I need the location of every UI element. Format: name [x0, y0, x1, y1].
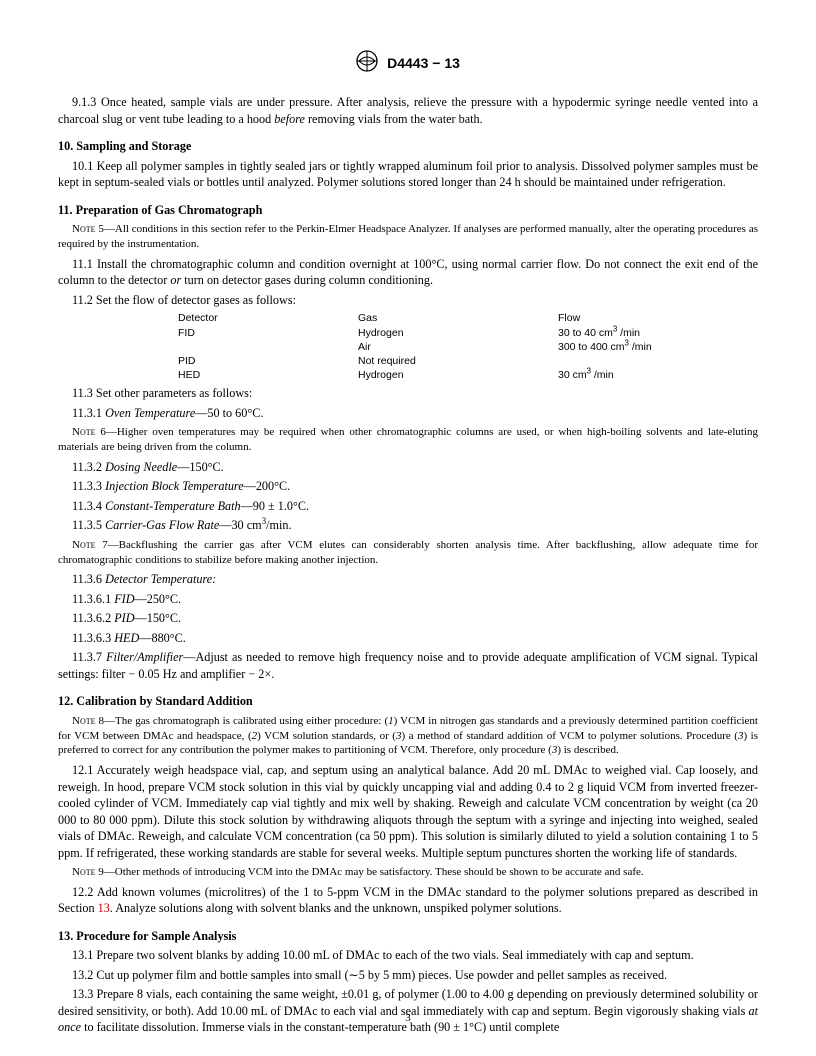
- page-header: D4443 − 13: [58, 50, 758, 76]
- para-11-3-4: 11.3.4 Constant-Temperature Bath—90 ± 1.…: [58, 498, 758, 514]
- table-row: Air 300 to 400 cm3 /min: [178, 340, 718, 354]
- para-9-1-3: 9.1.3 Once heated, sample vials are unde…: [58, 94, 758, 127]
- page: D4443 − 13 9.1.3 Once heated, sample via…: [0, 0, 816, 1056]
- note-6: Note 6—Higher oven temperatures may be r…: [58, 425, 758, 455]
- note-5: Note 5—All conditions in this section re…: [58, 222, 758, 252]
- note-8: Note 8—The gas chromatograph is calibrat…: [58, 714, 758, 759]
- para-11-1: 11.1 Install the chromatographic column …: [58, 256, 758, 289]
- table-row: FID Hydrogen 30 to 40 cm3 /min: [178, 326, 718, 340]
- section-12-head: 12. Calibration by Standard Addition: [58, 693, 758, 709]
- section-ref-link[interactable]: 13: [98, 901, 110, 915]
- para-11-3-1: 11.3.1 Oven Temperature—50 to 60°C.: [58, 405, 758, 421]
- para-11-3-2: 11.3.2 Dosing Needle—150°C.: [58, 459, 758, 475]
- para-11-3-5: 11.3.5 Carrier-Gas Flow Rate—30 cm3/min.: [58, 517, 758, 533]
- para-13-2: 13.2 Cut up polymer film and bottle samp…: [58, 967, 758, 983]
- para-13-1: 13.1 Prepare two solvent blanks by addin…: [58, 947, 758, 963]
- para-11-3-6-3: 11.3.6.3 HED—880°C.: [58, 630, 758, 646]
- doc-number: D4443 − 13: [387, 54, 460, 73]
- section-13-head: 13. Procedure for Sample Analysis: [58, 928, 758, 944]
- para-12-2: 12.2 Add known volumes (microlitres) of …: [58, 884, 758, 917]
- col-detector: Detector: [178, 311, 358, 325]
- para-10-1: 10.1 Keep all polymer samples in tightly…: [58, 158, 758, 191]
- para-11-3: 11.3 Set other parameters as follows:: [58, 385, 758, 401]
- para-11-3-7: 11.3.7 Filter/Amplifier—Adjust as needed…: [58, 649, 758, 682]
- para-11-3-6: 11.3.6 Detector Temperature:: [58, 571, 758, 587]
- col-gas: Gas: [358, 311, 558, 325]
- table-row: HED Hydrogen 30 cm3 /min: [178, 368, 718, 382]
- para-11-3-6-1: 11.3.6.1 FID—250°C.: [58, 591, 758, 607]
- para-12-1: 12.1 Accurately weigh headspace vial, ca…: [58, 762, 758, 861]
- table-header-row: Detector Gas Flow: [178, 311, 718, 325]
- note-9: Note 9—Other methods of introducing VCM …: [58, 865, 758, 880]
- col-flow: Flow: [558, 311, 718, 325]
- para-11-3-3: 11.3.3 Injection Block Temperature—200°C…: [58, 478, 758, 494]
- para-11-2: 11.2 Set the flow of detector gases as f…: [58, 292, 758, 308]
- note-7: Note 7—Backflushing the carrier gas afte…: [58, 538, 758, 568]
- detector-gas-table: Detector Gas Flow FID Hydrogen 30 to 40 …: [178, 311, 718, 382]
- table-row: PID Not required: [178, 354, 718, 368]
- section-11-head: 11. Preparation of Gas Chromatograph: [58, 202, 758, 218]
- para-11-3-6-2: 11.3.6.2 PID—150°C.: [58, 610, 758, 626]
- astm-logo: [356, 50, 378, 76]
- section-10-head: 10. Sampling and Storage: [58, 138, 758, 154]
- page-number: 3: [0, 1011, 816, 1026]
